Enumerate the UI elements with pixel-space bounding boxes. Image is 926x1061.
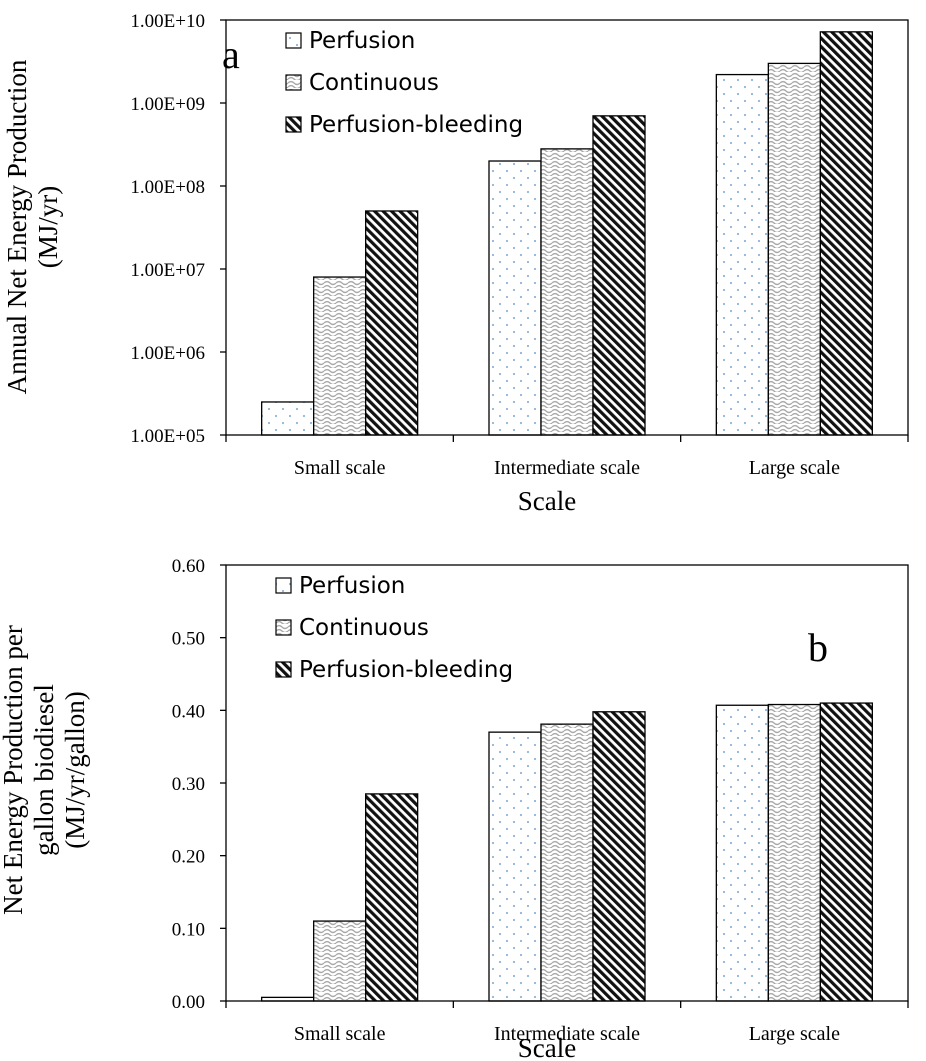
bar-wave-1 <box>540 723 594 1002</box>
chart-panel-b: 0.00 0.10 0.20 0.30 0.40 0.50 0.60 Small scale I… <box>0 556 909 1061</box>
bar-dots-2 <box>715 704 769 1002</box>
panel-label: a <box>222 32 240 77</box>
x-tick-label: Intermediate scale <box>494 457 640 479</box>
y-tick-label: 1.00E+07 <box>130 260 205 281</box>
y-tick-label: 0.50 <box>172 629 205 650</box>
y-tick-label: 1.00E+09 <box>130 94 205 115</box>
legend-swatch-wave <box>285 74 302 91</box>
x-tick-label: Small scale <box>294 1023 386 1045</box>
legend-swatch-wave <box>275 619 292 636</box>
y-tick-label: 0.30 <box>172 774 205 795</box>
legend-swatch-diag <box>275 661 292 678</box>
legend-label: Perfusion-bleeding <box>309 112 523 138</box>
bar-wave-0 <box>313 276 367 436</box>
bar-diag-2 <box>819 702 873 1002</box>
legend-swatch-dots <box>285 32 302 49</box>
bar-diag-1 <box>592 115 646 436</box>
y-tick-label: 0.20 <box>172 847 205 868</box>
bar-dots-0 <box>261 401 315 436</box>
y-tick-label: 0.00 <box>172 992 205 1013</box>
legend-label: Perfusion <box>299 573 405 599</box>
y-tick-label: 1.00E+10 <box>130 11 205 32</box>
bar-wave-0 <box>313 920 367 1002</box>
x-tick-label: Large scale <box>749 1023 840 1045</box>
legend-swatch-diag <box>285 116 302 133</box>
bar-dots-1 <box>488 731 542 1002</box>
y-tick-label: 1.00E+06 <box>130 343 205 364</box>
bar-wave-1 <box>540 148 594 436</box>
bar-dots-2 <box>715 73 769 436</box>
legend-label: Perfusion <box>309 28 415 54</box>
y-axis-label: Net Energy Production pergallon biodiese… <box>0 625 90 915</box>
legend-swatch-dots <box>275 577 292 594</box>
x-axis-label: Scale <box>518 1033 576 1061</box>
x-axis-label: Scale <box>518 486 576 516</box>
y-tick-label: 1.00E+05 <box>130 426 205 447</box>
x-tick-label: Small scale <box>294 457 386 479</box>
bar-diag-0 <box>365 793 419 1002</box>
y-axis-label: Annual Net Energy Production(MJ/yr) <box>2 59 63 394</box>
y-tick-label: 0.40 <box>172 701 205 722</box>
bar-diag-2 <box>819 31 873 436</box>
chart-panel-a: 1.00E+05 1.00E+06 1.00E+07 1.00E+08 1.00E+09… <box>2 11 909 516</box>
bar-wave-2 <box>767 703 821 1002</box>
bar-wave-2 <box>767 62 821 436</box>
bar-dots-1 <box>488 160 542 436</box>
legend-label: Continuous <box>299 615 429 641</box>
bar-diag-1 <box>592 711 646 1002</box>
x-tick-label: Large scale <box>749 457 840 479</box>
panel-label: b <box>808 625 828 670</box>
legend-label: Continuous <box>309 70 439 96</box>
legend-label: Perfusion-bleeding <box>299 657 513 683</box>
y-tick-label: 0.10 <box>172 919 205 940</box>
y-tick-label: 1.00E+08 <box>130 177 205 198</box>
x-tick-label: Intermediate scale <box>494 1023 640 1045</box>
y-tick-label: 0.60 <box>172 556 205 577</box>
plot-frame <box>225 19 909 436</box>
bar-diag-0 <box>365 210 419 436</box>
